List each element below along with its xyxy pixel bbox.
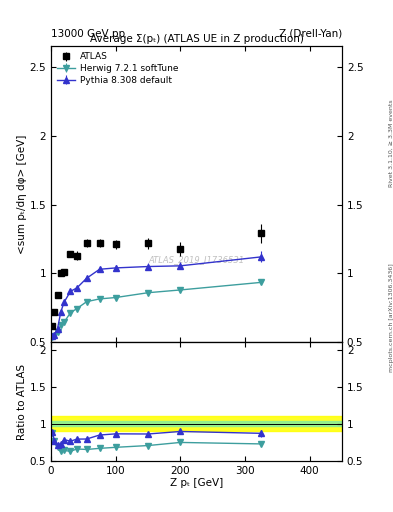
Bar: [51, 421, 342, 426]
X-axis label: Z pₜ [GeV]: Z pₜ [GeV]: [170, 478, 223, 488]
Y-axis label: Ratio to ATLAS: Ratio to ATLAS: [17, 364, 27, 440]
Title: Average Σ(pₜ) (ATLAS UE in Z production): Average Σ(pₜ) (ATLAS UE in Z production): [90, 34, 303, 44]
Text: Rivet 3.1.10, ≥ 3.3M events: Rivet 3.1.10, ≥ 3.3M events: [389, 99, 393, 187]
Text: 13000 GeV pp: 13000 GeV pp: [51, 29, 125, 39]
Y-axis label: <sum pₜ/dη dφ> [GeV]: <sum pₜ/dη dφ> [GeV]: [17, 135, 27, 254]
Text: Z (Drell-Yan): Z (Drell-Yan): [279, 29, 342, 39]
Bar: [51, 416, 342, 431]
Text: ATLAS_2019_I1736531: ATLAS_2019_I1736531: [149, 255, 244, 264]
Text: mcplots.cern.ch [arXiv:1306.3436]: mcplots.cern.ch [arXiv:1306.3436]: [389, 263, 393, 372]
Legend: ATLAS, Herwig 7.2.1 softTune, Pythia 8.308 default: ATLAS, Herwig 7.2.1 softTune, Pythia 8.3…: [55, 51, 180, 87]
